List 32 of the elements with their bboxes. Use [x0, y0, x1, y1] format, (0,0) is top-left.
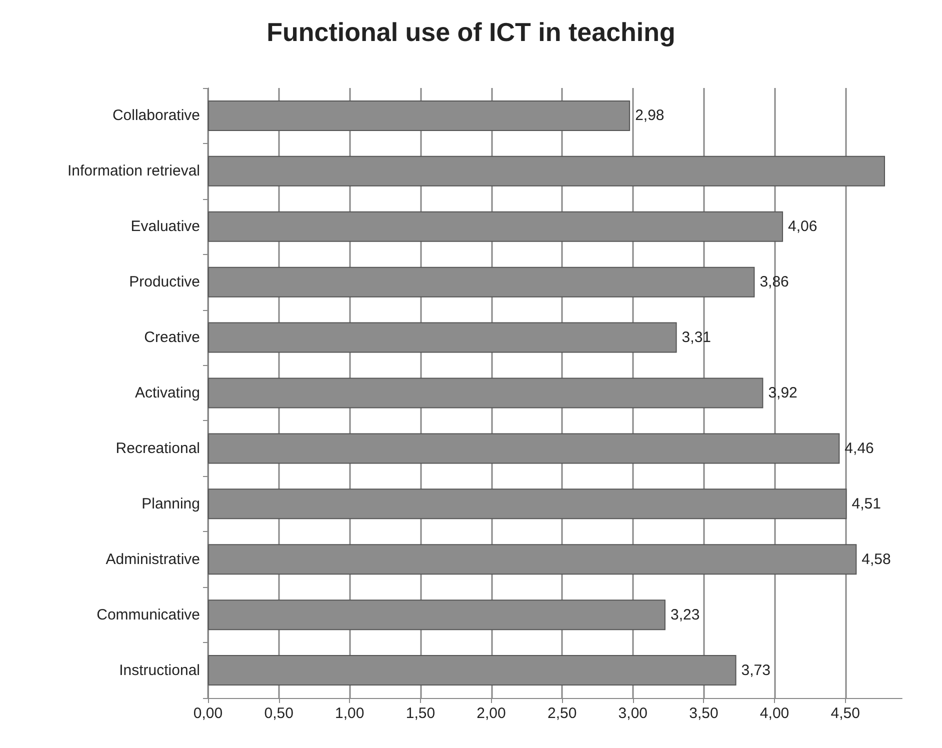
data-label: 3,86: [760, 274, 789, 291]
x-tick-label: 4,50: [830, 705, 860, 722]
y-tick-label: Instructional: [119, 662, 200, 679]
x-tick-label: 2,50: [547, 705, 577, 722]
data-label: 3,23: [670, 606, 700, 624]
x-tick-label: 3,50: [689, 705, 718, 722]
data-label: 3,92: [768, 384, 798, 402]
y-tick-label: Information retrieval: [67, 162, 200, 180]
y-tick-label: Planning: [142, 495, 200, 512]
x-tick-label: 4,00: [760, 705, 790, 722]
x-tick-label: 2,00: [476, 705, 506, 722]
data-label: 4,06: [788, 218, 818, 236]
y-tick-label: Recreational: [116, 440, 200, 457]
data-label: 4,58: [862, 550, 891, 568]
x-tick-label: 1,50: [406, 705, 436, 722]
data-label: 3,31: [682, 329, 712, 346]
x-tick-label: 0,50: [264, 705, 294, 722]
x-tick-label: 3,00: [618, 705, 648, 722]
data-label: 4,51: [852, 495, 881, 512]
x-tick-label: 0,00: [193, 705, 223, 722]
x-tick-label: 1,00: [335, 705, 364, 722]
y-tick-label: Creative: [144, 329, 200, 346]
data-label: 3,73: [741, 662, 770, 679]
y-tick-label: Evaluative: [130, 218, 200, 236]
y-tick-label: Communicative: [96, 606, 200, 624]
y-tick-label: Activating: [134, 384, 200, 402]
data-label: 2,98: [635, 107, 664, 124]
y-tick-label: Collaborative: [112, 107, 200, 124]
chart-title: Functional use of ICT in teaching: [266, 17, 676, 47]
y-tick-label: Administrative: [106, 550, 200, 568]
data-label: 4,46: [844, 440, 874, 457]
y-tick-label: Productive: [129, 274, 200, 291]
